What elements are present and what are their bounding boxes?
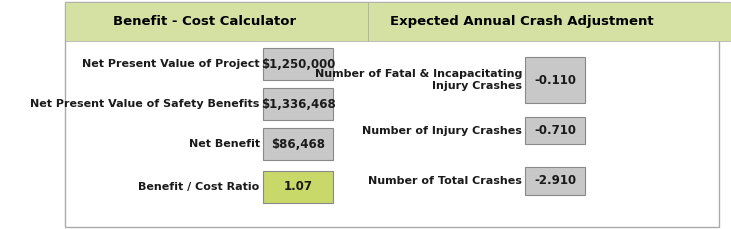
Text: Number of Injury Crashes: Number of Injury Crashes xyxy=(362,125,522,136)
FancyBboxPatch shape xyxy=(525,57,586,103)
Text: -2.910: -2.910 xyxy=(534,174,576,187)
FancyBboxPatch shape xyxy=(263,128,333,160)
Text: $86,468: $86,468 xyxy=(271,138,325,151)
Text: Net Benefit: Net Benefit xyxy=(189,139,260,149)
FancyBboxPatch shape xyxy=(525,117,586,144)
Text: Benefit - Cost Calculator: Benefit - Cost Calculator xyxy=(113,15,297,28)
Text: 1.07: 1.07 xyxy=(284,180,313,193)
Text: Expected Annual Crash Adjustment: Expected Annual Crash Adjustment xyxy=(390,15,654,28)
FancyBboxPatch shape xyxy=(525,167,586,195)
FancyBboxPatch shape xyxy=(65,2,719,227)
Text: Net Present Value of Project: Net Present Value of Project xyxy=(82,59,260,69)
Text: Number of Fatal & Incapacitating
Injury Crashes: Number of Fatal & Incapacitating Injury … xyxy=(314,69,522,91)
Text: Net Present Value of Safety Benefits: Net Present Value of Safety Benefits xyxy=(31,99,260,109)
Text: Number of Total Crashes: Number of Total Crashes xyxy=(368,176,522,186)
FancyBboxPatch shape xyxy=(368,2,731,41)
Text: $1,336,468: $1,336,468 xyxy=(261,98,336,111)
FancyBboxPatch shape xyxy=(65,2,368,41)
Text: Benefit / Cost Ratio: Benefit / Cost Ratio xyxy=(138,182,260,192)
Text: -0.710: -0.710 xyxy=(534,124,576,137)
FancyBboxPatch shape xyxy=(263,48,333,80)
Text: -0.110: -0.110 xyxy=(534,74,576,87)
Text: $1,250,000: $1,250,000 xyxy=(261,58,336,71)
FancyBboxPatch shape xyxy=(263,88,333,120)
FancyBboxPatch shape xyxy=(263,171,333,203)
